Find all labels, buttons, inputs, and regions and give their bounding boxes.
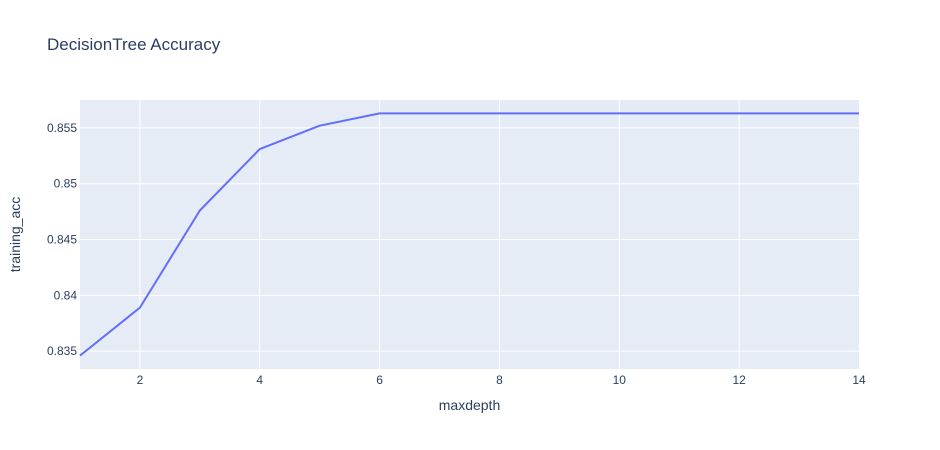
x-tick-labels: 2 4 6 8 10 12 14: [137, 373, 866, 387]
x-tick-label: 4: [256, 373, 263, 387]
y-tick-label: 0.855: [47, 121, 77, 135]
x-gridlines: [139, 100, 740, 369]
x-tick-label: 14: [852, 373, 866, 387]
x-tick-label: 6: [376, 373, 383, 387]
y-tick-label: 0.835: [47, 344, 77, 358]
x-tick-label: 12: [732, 373, 746, 387]
y-gridlines: [80, 127, 859, 352]
y-tick-label: 0.845: [47, 233, 77, 247]
x-tick-label: 10: [613, 373, 627, 387]
plot-area: [80, 100, 859, 369]
x-axis-title: maxdepth: [439, 397, 500, 413]
y-tick-labels: 0.835 0.84 0.845 0.85 0.855: [47, 121, 77, 358]
y-axis-title: training_acc: [7, 197, 23, 273]
x-tick-label: 2: [137, 373, 144, 387]
chart-title: DecisionTree Accuracy: [47, 35, 221, 54]
y-tick-label: 0.85: [54, 177, 78, 191]
x-tick-label: 8: [496, 373, 503, 387]
y-tick-label: 0.84: [54, 288, 78, 302]
series-group: [79, 112, 859, 357]
series-line: [79, 112, 859, 357]
